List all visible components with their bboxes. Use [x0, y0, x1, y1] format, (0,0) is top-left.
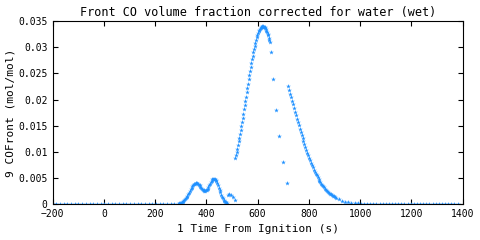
Y-axis label: 9 COFront (mol/mol): 9 COFront (mol/mol): [6, 48, 15, 177]
X-axis label: 1 Time From Ignition (s): 1 Time From Ignition (s): [177, 224, 338, 234]
Title: Front CO volume fraction corrected for water (wet): Front CO volume fraction corrected for w…: [80, 6, 436, 18]
